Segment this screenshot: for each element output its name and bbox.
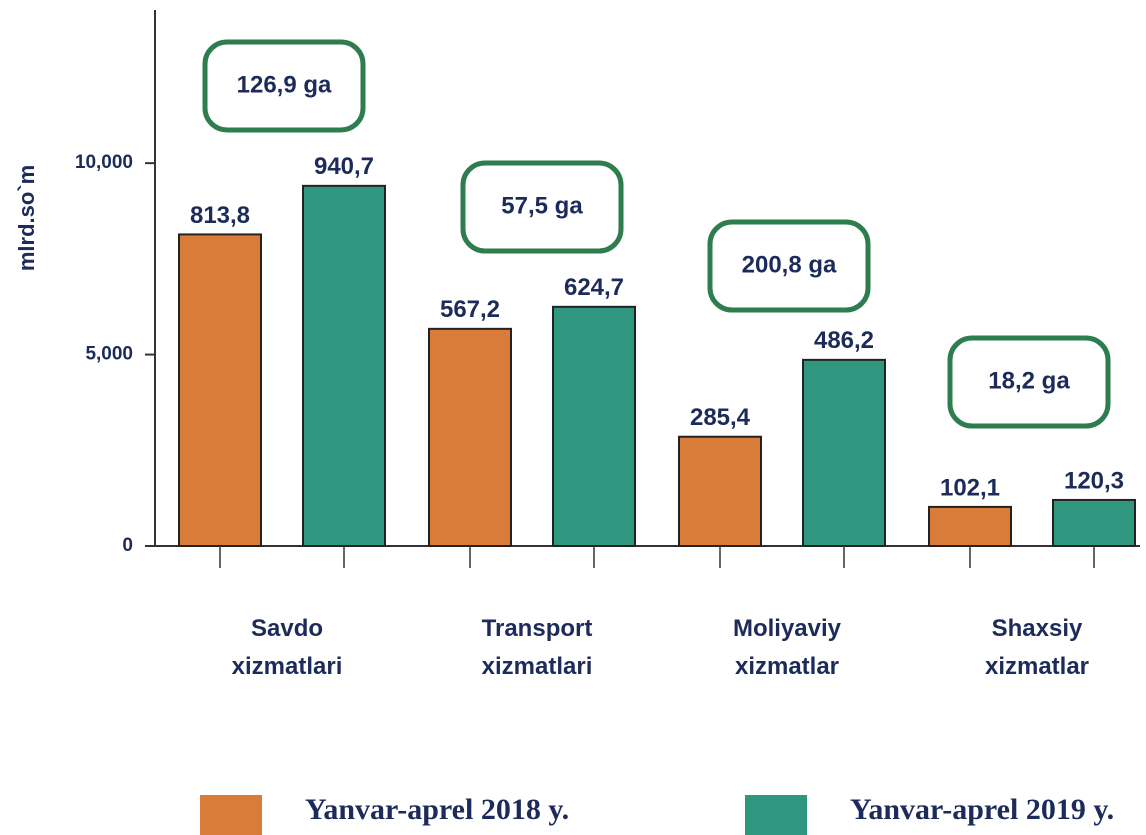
annotation: 200,8 ga [742, 251, 837, 278]
annotation-box [947, 335, 1111, 429]
annotation: 126,9 ga [237, 71, 332, 98]
value-label: 940,7 [314, 153, 374, 180]
x-tick-label: Moliyaviy xizmatlar [733, 615, 842, 680]
value-label: 624,7 [564, 274, 624, 301]
bar [552, 305, 636, 547]
x-tick-label: Transport xizmatlari [482, 615, 593, 680]
value-label: 567,2 [440, 296, 500, 323]
annotation-box [202, 39, 366, 133]
annotation: 18,2 ga [988, 367, 1070, 394]
x-tick-label: Shaxsiy xizmatlar [985, 615, 1089, 680]
bar [802, 358, 886, 547]
legend-swatch [200, 795, 262, 835]
y-tick-label: 0 [122, 535, 133, 556]
bar [178, 233, 262, 548]
bar [1052, 498, 1136, 548]
bar [302, 184, 386, 547]
bar [428, 327, 512, 547]
value-label: 285,4 [690, 404, 751, 431]
bar [928, 505, 1012, 547]
value-label: 120,3 [1064, 467, 1124, 494]
bar [678, 435, 762, 547]
legend-swatch [745, 795, 807, 835]
y-tick-label: 5,000 [85, 344, 133, 365]
annotation-box [460, 160, 624, 254]
legend-label: Yanvar-aprel 2019 y. [850, 793, 1114, 826]
value-label: 102,1 [940, 474, 1000, 501]
legend-label: Yanvar-aprel 2018 y. [305, 793, 569, 826]
y-axis-label: mlrd.so`m [14, 165, 39, 271]
x-tick-label: Savdo xizmatlari [232, 615, 343, 680]
annotation-box [707, 219, 871, 313]
value-label: 813,8 [190, 202, 250, 229]
value-label: 486,2 [814, 327, 874, 354]
annotation: 57,5 ga [501, 192, 583, 219]
y-tick-label: 10,000 [75, 152, 133, 173]
